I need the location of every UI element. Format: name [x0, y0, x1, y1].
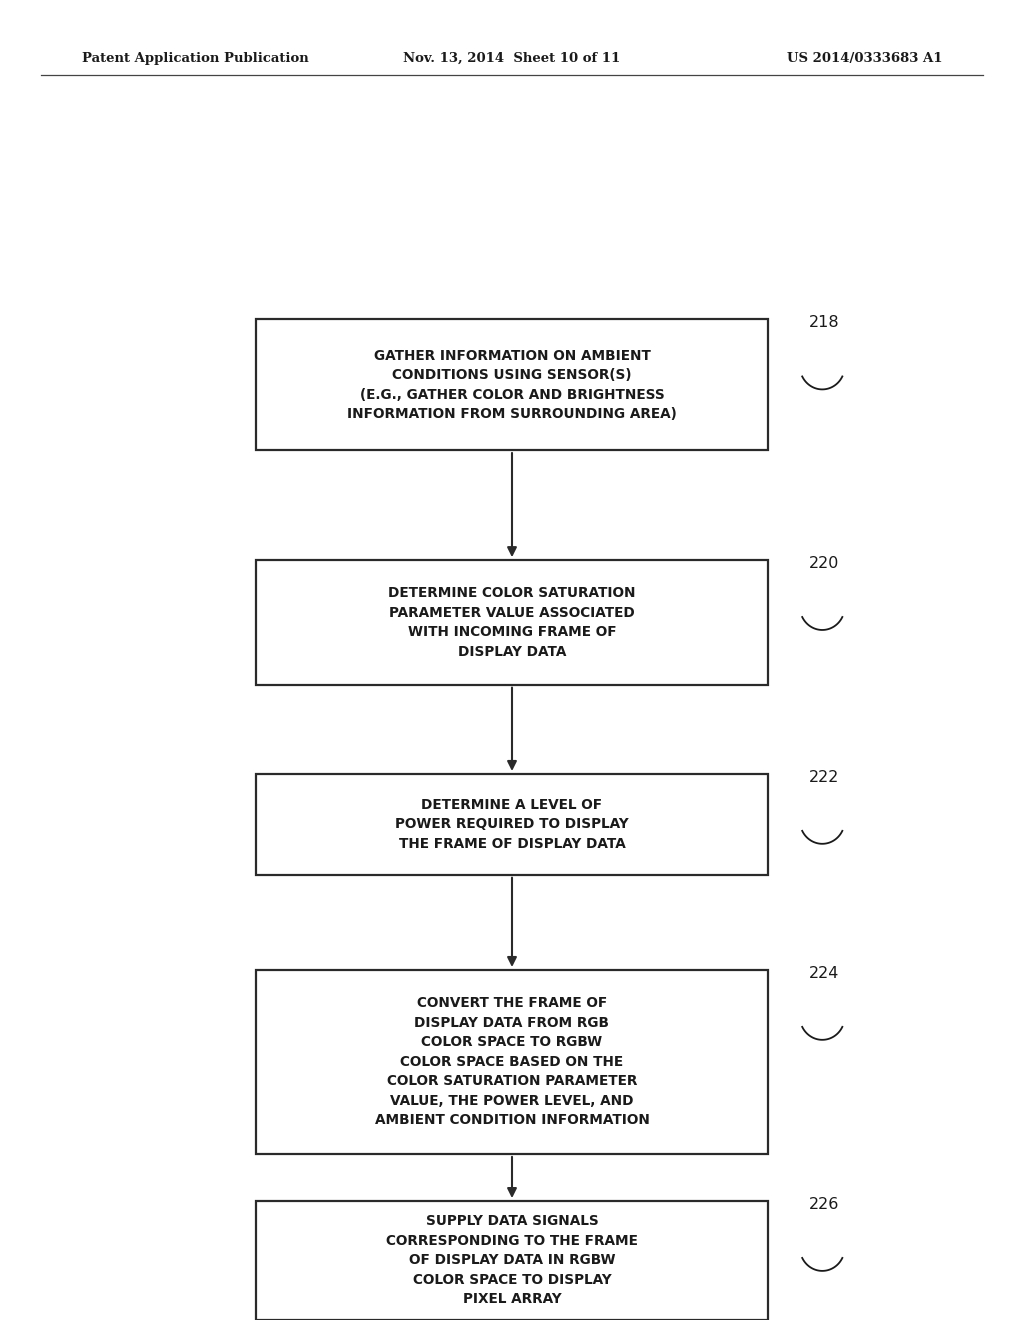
Text: CONVERT THE FRAME OF
DISPLAY DATA FROM RGB
COLOR SPACE TO RGBW
COLOR SPACE BASED: CONVERT THE FRAME OF DISPLAY DATA FROM R…	[375, 997, 649, 1127]
FancyArrowPatch shape	[508, 1156, 516, 1196]
FancyBboxPatch shape	[256, 1201, 768, 1320]
Text: DETERMINE COLOR SATURATION
PARAMETER VALUE ASSOCIATED
WITH INCOMING FRAME OF
DIS: DETERMINE COLOR SATURATION PARAMETER VAL…	[388, 586, 636, 659]
Text: 224: 224	[809, 966, 840, 981]
FancyBboxPatch shape	[256, 970, 768, 1154]
FancyBboxPatch shape	[256, 319, 768, 450]
Text: 226: 226	[809, 1197, 840, 1212]
Text: SUPPLY DATA SIGNALS
CORRESPONDING TO THE FRAME
OF DISPLAY DATA IN RGBW
COLOR SPA: SUPPLY DATA SIGNALS CORRESPONDING TO THE…	[386, 1214, 638, 1307]
Text: Patent Application Publication: Patent Application Publication	[82, 51, 308, 65]
Text: 218: 218	[809, 315, 840, 330]
Text: GATHER INFORMATION ON AMBIENT
CONDITIONS USING SENSOR(S)
(E.G., GATHER COLOR AND: GATHER INFORMATION ON AMBIENT CONDITIONS…	[347, 348, 677, 421]
FancyBboxPatch shape	[256, 774, 768, 875]
Text: Nov. 13, 2014  Sheet 10 of 11: Nov. 13, 2014 Sheet 10 of 11	[403, 51, 621, 65]
FancyArrowPatch shape	[508, 688, 516, 768]
FancyArrowPatch shape	[508, 878, 516, 965]
FancyArrowPatch shape	[508, 453, 516, 554]
Text: 220: 220	[809, 556, 840, 572]
Text: US 2014/0333683 A1: US 2014/0333683 A1	[786, 51, 942, 65]
FancyBboxPatch shape	[256, 560, 768, 685]
Text: 222: 222	[809, 770, 840, 785]
Text: DETERMINE A LEVEL OF
POWER REQUIRED TO DISPLAY
THE FRAME OF DISPLAY DATA: DETERMINE A LEVEL OF POWER REQUIRED TO D…	[395, 797, 629, 851]
